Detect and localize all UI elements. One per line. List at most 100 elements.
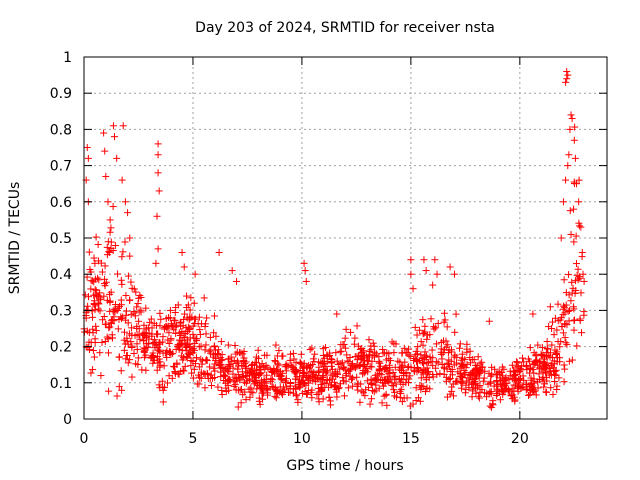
- data-point: [542, 388, 550, 396]
- data-point: [179, 322, 187, 330]
- data-point: [398, 349, 406, 357]
- data-point: [561, 365, 569, 373]
- data-point: [311, 350, 319, 358]
- data-point: [162, 315, 170, 323]
- data-point: [432, 364, 440, 372]
- data-point: [242, 363, 250, 371]
- data-point: [556, 316, 564, 324]
- data-point: [155, 355, 163, 363]
- data-point: [323, 352, 331, 360]
- data-point: [516, 375, 524, 383]
- data-point: [292, 392, 300, 400]
- data-point: [480, 374, 488, 382]
- data-point: [407, 256, 415, 264]
- data-point: [563, 75, 571, 83]
- data-point: [575, 222, 583, 230]
- data-point: [575, 176, 583, 184]
- data-point: [437, 345, 445, 353]
- data-point: [115, 383, 123, 391]
- data-point: [256, 400, 264, 408]
- data-point: [416, 397, 424, 405]
- data-point: [397, 385, 405, 393]
- data-point: [353, 361, 361, 369]
- data-point: [275, 361, 283, 369]
- data-point: [377, 362, 385, 370]
- y-tick-label: 0.4: [50, 267, 72, 283]
- data-point: [157, 315, 165, 323]
- data-point: [286, 356, 294, 364]
- data-point: [560, 302, 568, 310]
- data-point: [456, 340, 464, 348]
- data-point: [202, 330, 210, 338]
- data-point: [100, 312, 108, 320]
- data-point: [361, 392, 369, 400]
- data-point: [156, 309, 164, 317]
- data-point: [137, 293, 145, 301]
- data-point: [256, 362, 264, 370]
- data-point: [231, 381, 239, 389]
- data-point: [103, 243, 111, 251]
- data-point: [278, 376, 286, 384]
- data-point: [529, 360, 537, 368]
- data-point: [340, 392, 348, 400]
- data-point: [397, 364, 405, 372]
- data-point: [315, 398, 323, 406]
- data-point: [126, 234, 134, 242]
- x-tick-label: 20: [511, 431, 529, 447]
- data-point: [456, 344, 464, 352]
- data-point: [416, 382, 424, 390]
- data-point: [479, 377, 487, 385]
- data-point: [419, 316, 427, 324]
- data-point: [322, 362, 330, 370]
- data-point: [418, 367, 426, 375]
- data-point: [538, 343, 546, 351]
- data-point: [152, 259, 160, 267]
- data-point: [411, 323, 419, 331]
- data-point: [322, 379, 330, 387]
- data-point: [159, 383, 167, 391]
- data-point: [412, 384, 420, 392]
- y-tick-label: 0.3: [50, 303, 72, 319]
- data-point: [303, 390, 311, 398]
- data-point: [568, 278, 576, 286]
- data-point: [567, 297, 575, 305]
- data-point: [520, 358, 528, 366]
- data-point: [225, 376, 233, 384]
- data-point: [189, 374, 197, 382]
- data-point: [457, 384, 465, 392]
- data-point: [133, 340, 141, 348]
- data-point: [423, 335, 431, 343]
- data-point: [98, 338, 106, 346]
- data-point: [343, 357, 351, 365]
- data-point: [291, 375, 299, 383]
- data-point: [410, 366, 418, 374]
- data-point: [206, 375, 214, 383]
- data-point: [109, 307, 117, 315]
- data-point: [188, 369, 196, 377]
- data-point: [103, 251, 111, 259]
- data-point: [114, 325, 122, 333]
- data-point: [103, 333, 111, 341]
- data-point: [128, 284, 136, 292]
- data-point: [568, 356, 576, 364]
- data-point: [163, 324, 171, 332]
- data-point: [540, 380, 548, 388]
- data-point: [300, 359, 308, 367]
- data-point: [111, 133, 119, 141]
- data-point: [89, 313, 97, 321]
- data-point: [151, 344, 159, 352]
- data-point: [326, 397, 334, 405]
- data-point: [570, 205, 578, 213]
- data-point: [474, 353, 482, 361]
- data-point: [196, 331, 204, 339]
- data-point: [331, 383, 339, 391]
- data-point: [207, 382, 215, 390]
- data-point: [422, 267, 430, 275]
- data-point: [550, 331, 558, 339]
- data-point: [159, 338, 167, 346]
- data-point: [98, 268, 106, 276]
- data-point: [565, 151, 573, 159]
- data-point: [392, 380, 400, 388]
- data-point: [101, 147, 109, 155]
- data-point: [570, 326, 578, 334]
